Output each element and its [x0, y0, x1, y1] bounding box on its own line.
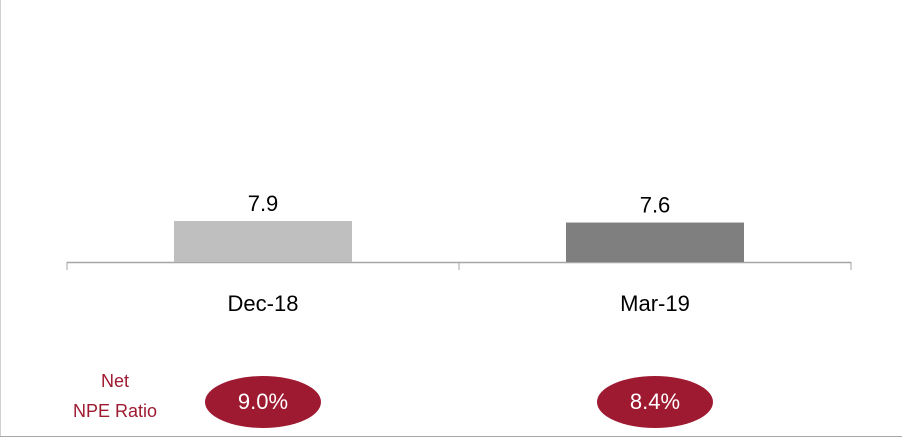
- value-label: 7.6: [640, 192, 671, 217]
- bar: [566, 222, 744, 262]
- x-tick-label: Mar-19: [620, 291, 690, 316]
- value-label: 7.9: [248, 191, 279, 216]
- ratio-badge: [205, 376, 321, 428]
- x-tick-label: Dec-18: [228, 291, 299, 316]
- ratio-value-label: 9.0%: [238, 389, 288, 414]
- bar: [174, 220, 352, 262]
- ratio-label-line: NPE Ratio: [73, 401, 157, 421]
- ratio-label-line: Net: [101, 371, 129, 391]
- ratio-value-label: 8.4%: [630, 389, 680, 414]
- ratio-badge: [597, 376, 713, 428]
